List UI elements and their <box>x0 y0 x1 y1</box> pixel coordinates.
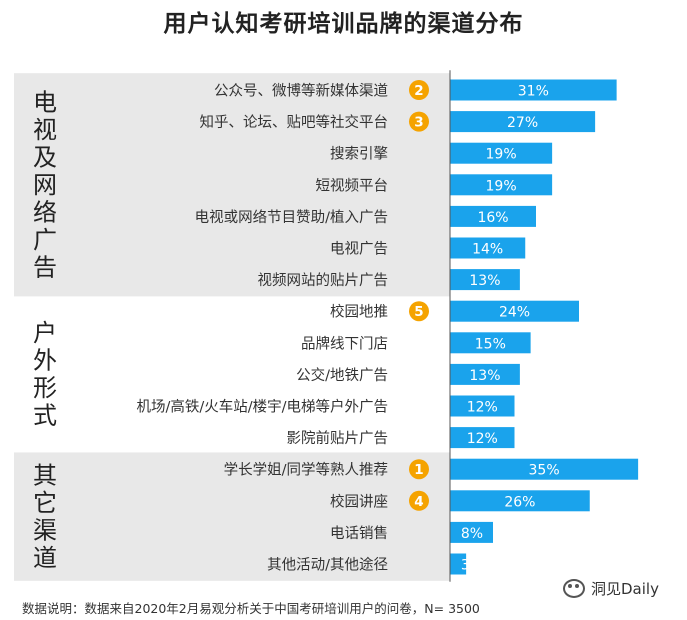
category-label: 公众号、微博等新媒体渠道 <box>214 82 388 100</box>
category-label: 校园地推 <box>330 304 388 321</box>
bar <box>450 395 515 417</box>
value-label: 13% <box>469 368 500 384</box>
value-label: 13% <box>469 273 500 289</box>
brand-name: 洞见Daily <box>591 580 659 598</box>
rank-number: 2 <box>414 83 423 99</box>
bar <box>450 205 536 227</box>
group-label: 户外形式 <box>33 319 57 430</box>
rank-badge <box>409 459 429 480</box>
category-label: 机场/高铁/火车站/楼宇/电梯等户外广告 <box>136 398 388 416</box>
category-label: 其他活动/其他途径 <box>267 557 388 574</box>
bar <box>450 458 639 480</box>
value-label: 12% <box>467 431 498 447</box>
value-label: 15% <box>475 336 506 352</box>
category-label: 视频网站的贴片广告 <box>258 272 389 289</box>
bar <box>450 363 520 385</box>
rank-number: 3 <box>414 115 423 131</box>
value-label: 19% <box>486 147 517 163</box>
rank-number: 5 <box>414 304 423 320</box>
category-label: 影院前贴片广告 <box>287 430 389 447</box>
category-label: 电话销售 <box>330 525 388 542</box>
rank-badge <box>409 80 429 100</box>
rank-badge <box>409 111 429 132</box>
bar <box>450 427 515 449</box>
category-label: 电视广告 <box>330 241 388 258</box>
value-label: 31% <box>518 84 549 100</box>
group-label: 其它渠道 <box>33 461 57 571</box>
bar <box>450 79 617 101</box>
rank-number: 1 <box>414 462 423 478</box>
category-label: 短视频平台 <box>316 177 389 194</box>
bar <box>450 142 553 164</box>
category-label: 校园讲座 <box>330 493 388 510</box>
value-label: 12% <box>467 400 498 416</box>
value-label: 3% <box>461 558 483 574</box>
bar <box>450 237 526 259</box>
category-label: 电视或网络节目赞助/植入广告 <box>195 209 388 226</box>
brand-watermark: 洞见Daily <box>563 578 659 599</box>
value-label: 8% <box>461 526 483 542</box>
value-label: 26% <box>504 494 535 510</box>
value-label: 35% <box>529 463 560 479</box>
bar <box>450 300 579 322</box>
bar <box>450 111 596 133</box>
data-note: 数据说明：数据来自2020年2月易观分析关于中国考研培训用户的问卷，N= 350… <box>22 601 480 616</box>
rank-number: 4 <box>414 494 423 510</box>
bar <box>450 269 520 291</box>
value-label: 19% <box>486 178 517 194</box>
value-label: 16% <box>477 210 508 226</box>
category-label: 学长学姐/同学等熟人推荐 <box>224 461 388 479</box>
bar <box>450 553 467 575</box>
category-label: 公交/地铁广告 <box>296 366 388 384</box>
group-band <box>14 452 450 581</box>
rank-badge <box>409 490 429 511</box>
bar <box>450 521 493 543</box>
category-label: 搜索引擎 <box>330 146 388 163</box>
value-label: 14% <box>472 242 503 258</box>
chart-title: 用户认知考研培训品牌的渠道分布 <box>163 11 524 37</box>
bar <box>450 490 590 512</box>
category-label: 品牌线下门店 <box>301 335 388 352</box>
category-label: 知乎、论坛、贴吧等社交平台 <box>200 113 389 131</box>
wechat-icon <box>563 579 585 598</box>
rank-badge <box>409 301 429 322</box>
group-band <box>14 73 450 297</box>
value-label: 24% <box>499 305 530 321</box>
bar <box>450 174 553 196</box>
group-label: 电视及网络广告 <box>33 88 57 281</box>
value-label: 27% <box>507 115 538 131</box>
bar <box>450 332 531 354</box>
